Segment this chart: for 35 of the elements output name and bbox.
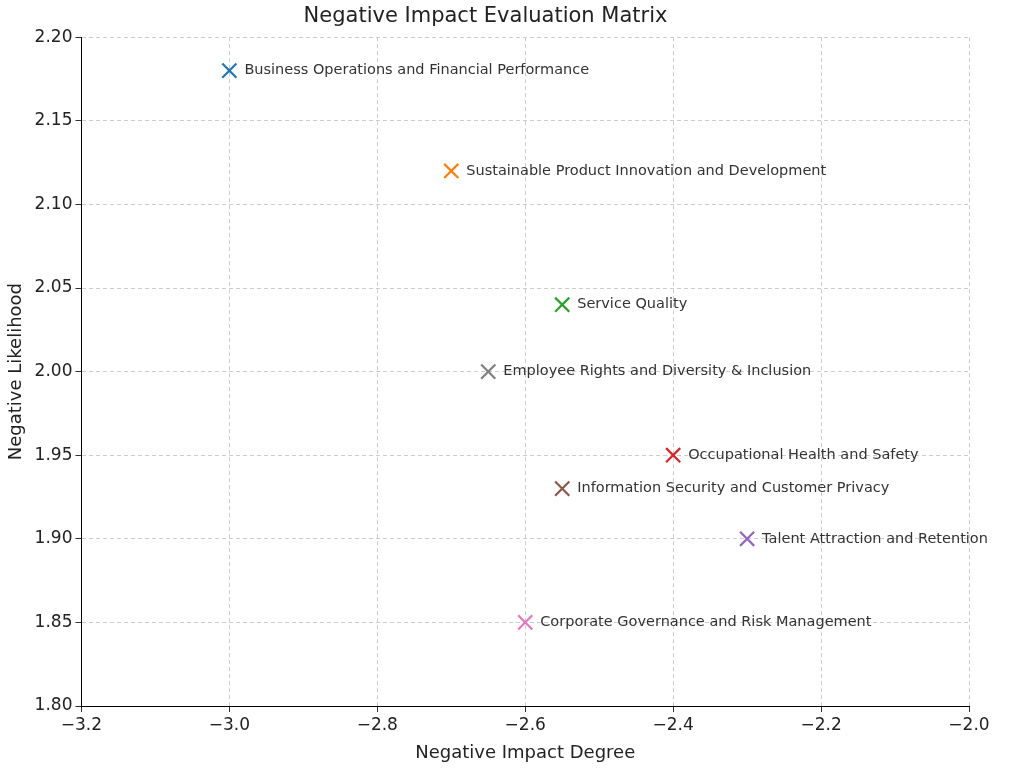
point: [664, 447, 682, 464]
x-tick-label: −3.2: [60, 713, 103, 734]
x-tick-label: −2.0: [948, 713, 990, 734]
point: [443, 162, 460, 180]
point: [480, 363, 497, 380]
series-label: Employee Rights and Diversity & Inclusion: [503, 362, 812, 379]
series-label: Corporate Governance and Risk Management: [540, 613, 872, 630]
x-tick-label: −2.2: [800, 713, 842, 734]
point: [738, 530, 756, 547]
chart-title: Negative Impact Evaluation Matrix: [303, 3, 668, 28]
y-tick-label: 2.00: [34, 360, 73, 381]
y-tick-label: 1.85: [34, 610, 73, 631]
point: [554, 296, 571, 313]
x-tick-label: −2.8: [356, 713, 398, 734]
y-axis-title: Negative Likelihood: [4, 282, 26, 461]
y-tick-label: 1.80: [34, 694, 73, 715]
x-tick-label: −2.4: [652, 713, 694, 734]
y-tick-label: 2.10: [34, 192, 73, 213]
series-label: Service Quality: [577, 295, 688, 312]
y-tick-label: 2.20: [34, 25, 73, 46]
y-tick-label: 2.05: [34, 276, 73, 297]
point: [517, 614, 534, 631]
series-label: Information Security and Customer Privacy: [577, 479, 890, 496]
series-label: Business Operations and Financial Performance: [244, 61, 590, 78]
y-tick-label: 1.95: [34, 443, 73, 464]
y-tick-label: 1.90: [34, 527, 73, 548]
series-label: Occupational Health and Safety: [688, 445, 919, 462]
series-label: Sustainable Product Innovation and Development: [466, 161, 827, 178]
point: [221, 62, 238, 79]
y-tick-label: 2.15: [34, 109, 73, 130]
x-tick-label: −3.0: [208, 713, 251, 734]
series-label: Talent Attraction and Retention: [761, 529, 988, 546]
x-axis-title: Negative Impact Degree: [415, 740, 636, 762]
point: [554, 480, 571, 497]
x-tick-label: −2.6: [504, 713, 546, 734]
